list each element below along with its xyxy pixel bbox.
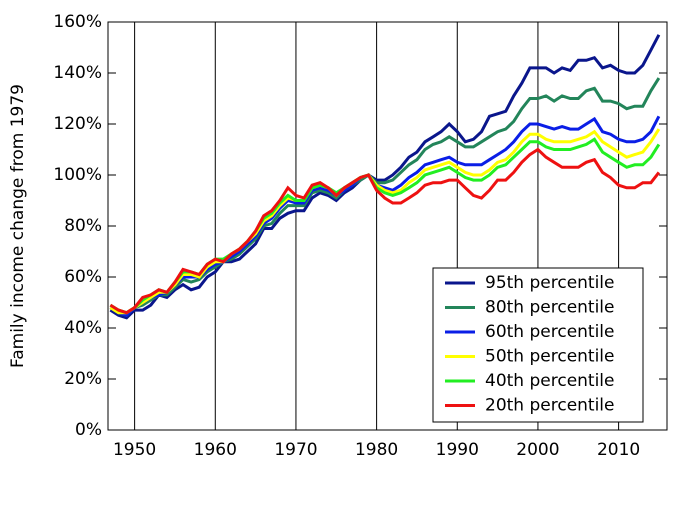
y-axis-label: Family income change from 1979 xyxy=(8,84,28,368)
legend-label: 50th percentile xyxy=(485,347,615,367)
legend-label: 20th percentile xyxy=(485,396,615,416)
y-tick-label: 120% xyxy=(53,114,102,134)
legend-label: 40th percentile xyxy=(485,371,615,391)
x-tick-label: 1960 xyxy=(194,440,237,460)
x-tick-label: 1980 xyxy=(355,440,398,460)
legend: 95th percentile 80th percentile 60th perce… xyxy=(432,267,644,423)
x-tick-label: 1970 xyxy=(274,440,317,460)
y-tick-label: 160% xyxy=(53,12,102,32)
series-line xyxy=(109,128,661,315)
legend-label: 95th percentile xyxy=(485,273,615,293)
series-line xyxy=(109,77,661,318)
x-tick-label: 1990 xyxy=(436,440,479,460)
x-tick-label: 2010 xyxy=(597,440,640,460)
y-tick-label: 80% xyxy=(64,216,102,236)
series-line xyxy=(109,34,661,320)
legend-label: 60th percentile xyxy=(485,322,615,342)
x-tick-label: 2000 xyxy=(516,440,559,460)
y-tick-label: 100% xyxy=(53,165,102,185)
series-line xyxy=(109,147,661,315)
plot-frame xyxy=(107,21,668,431)
legend-label: 80th percentile xyxy=(485,298,615,318)
y-tick-label: 140% xyxy=(53,63,102,83)
y-tick-label: 60% xyxy=(64,267,102,287)
x-tick-label: 1950 xyxy=(113,440,156,460)
y-tick-label: 40% xyxy=(64,318,102,338)
y-tick-label: 0% xyxy=(75,420,102,440)
y-tick-label: 20% xyxy=(64,369,102,389)
legend-box xyxy=(432,267,644,423)
